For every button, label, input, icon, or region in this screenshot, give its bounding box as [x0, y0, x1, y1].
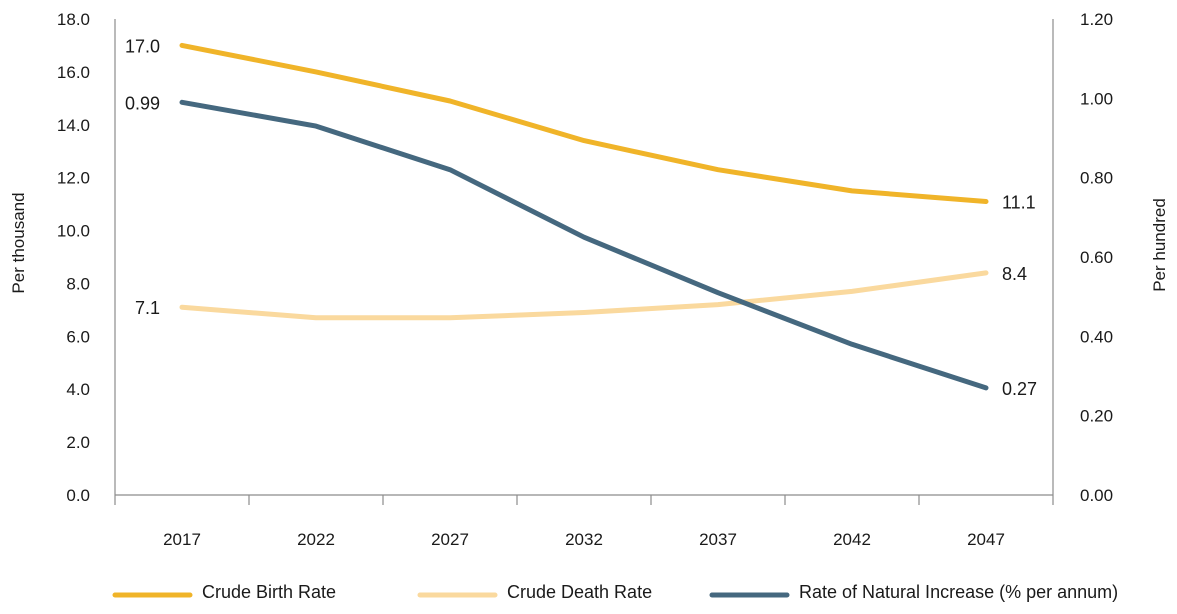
right-tick-label: 0.20	[1080, 407, 1113, 426]
x-tick-label: 2027	[431, 530, 469, 549]
left-tick-label: 2.0	[66, 433, 90, 452]
data-label: 11.1	[1002, 192, 1036, 212]
left-tick-label: 16.0	[57, 63, 90, 82]
left-axis-title: Per thousand	[9, 192, 28, 293]
series-lines	[182, 45, 986, 388]
legend-label: Crude Death Rate	[507, 582, 652, 602]
right-axis-title: Per hundred	[1150, 198, 1169, 292]
data-label: 8.4	[1002, 264, 1027, 284]
x-tick-label: 2037	[699, 530, 737, 549]
left-tick-label: 0.0	[66, 486, 90, 505]
left-tick-label: 18.0	[57, 10, 90, 29]
data-label: 7.1	[135, 298, 160, 318]
series-line-1	[182, 273, 986, 318]
right-axis-ticks: 0.00 0.20 0.40 0.60 0.80 1.00 1.20	[1080, 10, 1113, 505]
legend: Crude Birth Rate Crude Death Rate Rate of …	[115, 582, 1118, 602]
left-tick-label: 8.0	[66, 274, 90, 293]
right-tick-label: 0.00	[1080, 486, 1113, 505]
left-tick-label: 12.0	[57, 169, 90, 188]
legend-label: Rate of Natural Increase (% per annum)	[799, 582, 1118, 602]
data-label: 17.0	[125, 36, 160, 56]
x-tick-label: 2022	[297, 530, 335, 549]
x-tick-label: 2047	[967, 530, 1005, 549]
right-tick-label: 1.00	[1080, 89, 1113, 108]
right-tick-label: 1.20	[1080, 10, 1113, 29]
left-tick-label: 4.0	[66, 380, 90, 399]
data-label: 0.99	[125, 93, 160, 113]
left-tick-label: 6.0	[66, 327, 90, 346]
x-tick-label: 2042	[833, 530, 871, 549]
data-label: 0.27	[1002, 379, 1037, 399]
x-tick-label: 2017	[163, 530, 201, 549]
right-tick-label: 0.80	[1080, 169, 1113, 188]
x-axis-ticks: 2017 2022 2027 2032 2037 2042 2047	[115, 495, 1053, 549]
right-tick-label: 0.40	[1080, 327, 1113, 346]
left-tick-label: 14.0	[57, 116, 90, 135]
right-tick-label: 0.60	[1080, 248, 1113, 267]
x-tick-label: 2032	[565, 530, 603, 549]
legend-label: Crude Birth Rate	[202, 582, 336, 602]
series-line-2	[182, 102, 986, 388]
data-labels: 17.0 11.1 7.1 8.4 0.99 0.27	[125, 36, 1037, 398]
axes	[115, 19, 1053, 495]
left-axis-ticks: 0.0 2.0 4.0 6.0 8.0 10.0 12.0 14.0 16.0 18.0	[57, 10, 90, 505]
left-tick-label: 10.0	[57, 222, 90, 241]
